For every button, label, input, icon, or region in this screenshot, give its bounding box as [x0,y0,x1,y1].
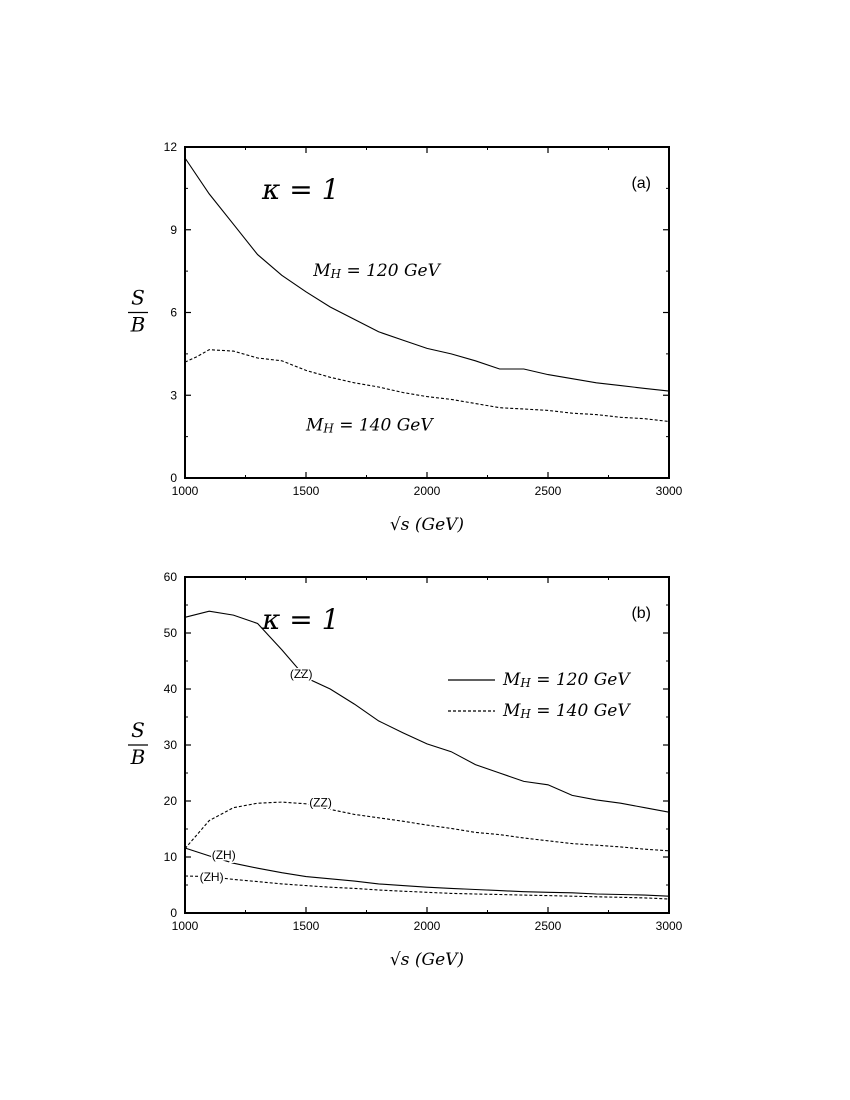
curve-label: (ZZ) [309,795,332,809]
y-tick-label: 60 [164,570,178,584]
x-tick-label: 2000 [414,484,441,498]
series-line [184,875,670,900]
y-tick-label: 12 [164,140,178,154]
x-tick-label: 1000 [172,919,199,933]
y-axis-label-denominator: B [130,745,146,769]
x-tick-label: 2500 [535,919,562,933]
y-axis-label-numerator: S [131,286,145,310]
y-tick-label: 3 [170,388,177,402]
curve-label: (ZZ) [290,667,313,681]
y-tick-label: 50 [164,626,178,640]
curve-label: (ZH) [212,848,236,862]
legend-label: MH = 120 GeV [502,670,631,691]
y-tick-label: 20 [164,794,178,808]
panel-label: (b) [631,605,651,622]
y-tick-label: 0 [170,471,177,485]
y-tick-label: 40 [164,682,178,696]
x-tick-label: 2500 [535,484,562,498]
chart-panel-2: 1000 1500 2000 2500 3000 0 10 20 30 40 50 60 (b) κ = … [128,570,683,970]
x-axis-label: √s (GeV) [390,950,464,970]
x-tick-label: 3000 [656,919,683,933]
y-axis-label-denominator: B [130,313,146,337]
x-tick-label: 2000 [414,919,441,933]
panel-label: (a) [631,175,651,192]
x-tick-label: 1500 [293,484,320,498]
y-tick-label: 9 [170,223,177,237]
y-tick-label: 6 [170,306,177,320]
curve-label: MH = 140 GeV [305,415,434,436]
series-line [184,349,670,423]
x-tick-label: 1500 [293,919,320,933]
y-tick-label: 0 [170,906,177,920]
y-tick-label: 10 [164,850,178,864]
x-tick-label: 3000 [656,484,683,498]
legend-label: MH = 140 GeV [502,701,631,722]
plot-frame [184,576,670,914]
kappa-annotation: κ = 1 [261,603,339,636]
curve-label: MH = 120 GeV [312,261,441,282]
kappa-annotation: κ = 1 [261,173,339,206]
chart-panel-1: 1000 1500 2000 2500 3000 0 3 6 9 12 (a) κ = 1 MH = 1… [128,140,683,535]
series-line [184,847,670,897]
series-line [184,801,670,852]
y-axis-label-numerator: S [131,718,145,742]
x-axis-label: √s (GeV) [390,515,464,535]
curve-label: (ZH) [200,870,224,884]
series-line [184,157,670,392]
x-tick-label: 1000 [172,484,199,498]
series-line [184,610,670,813]
y-tick-label: 30 [164,738,178,752]
